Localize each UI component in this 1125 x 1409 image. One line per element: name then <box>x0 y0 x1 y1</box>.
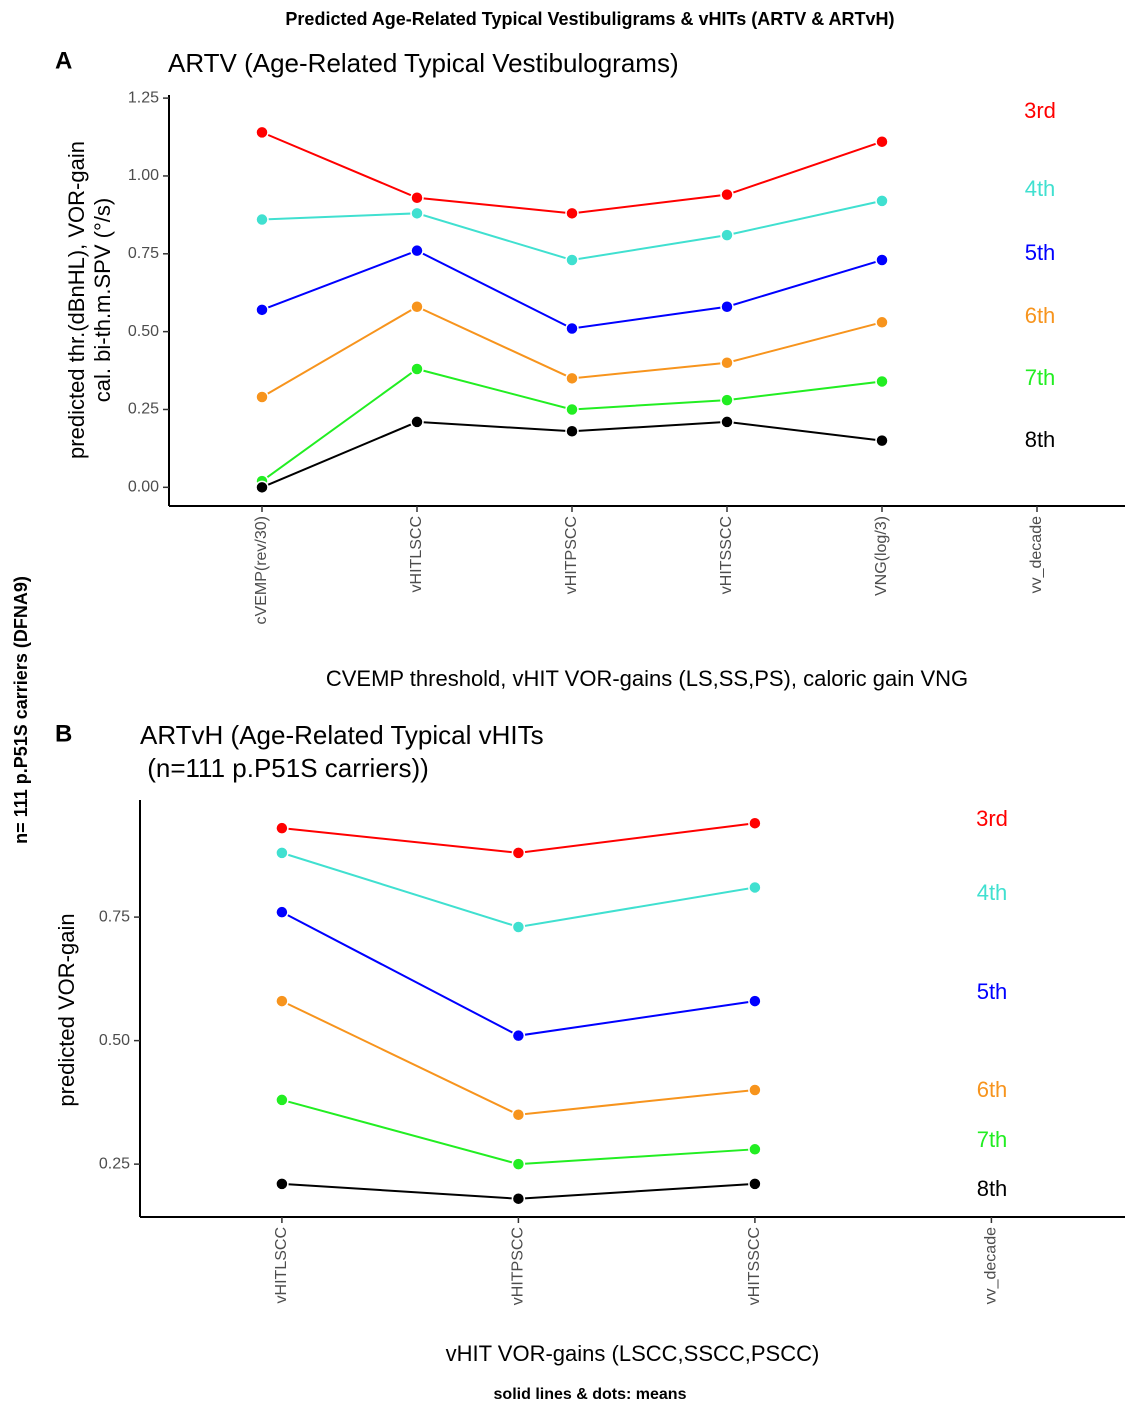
data-point <box>255 125 269 140</box>
y-tick-label: 1.25 <box>128 89 159 106</box>
data-point <box>720 356 734 370</box>
x-tick-label: vHITLSCC <box>273 1227 290 1303</box>
data-point <box>748 1083 762 1097</box>
y-tick-label: 0.50 <box>128 323 159 340</box>
figure-title: Predicted Age-Related Typical Vestibulig… <box>285 9 894 29</box>
panel-title: ARTV (Age-Related Typical Vestibulograms… <box>168 48 679 78</box>
data-point <box>255 212 269 227</box>
x-tick-label: vHITPSCC <box>510 1227 527 1305</box>
data-point <box>511 920 526 934</box>
data-point <box>720 393 734 407</box>
legend-label: 3rd <box>976 806 1008 831</box>
data-point <box>255 480 269 495</box>
data-point <box>275 1093 289 1107</box>
data-point <box>875 134 889 149</box>
data-point <box>410 206 424 221</box>
data-point <box>255 303 269 317</box>
data-point <box>511 1107 526 1122</box>
x-tick-label: vHITSSCC <box>718 516 735 594</box>
series-line <box>261 131 883 215</box>
panel-letter: B <box>55 720 72 747</box>
data-point <box>875 194 889 208</box>
data-point <box>410 415 424 429</box>
x-axis-title: vHIT VOR-gains (LSCC,SSCC,PSCC) <box>446 1341 820 1366</box>
data-point <box>565 321 579 336</box>
data-point <box>511 1157 526 1171</box>
data-point <box>275 846 289 860</box>
data-point <box>875 253 889 267</box>
y-tick-label: 0.75 <box>99 908 130 925</box>
legend-label: 8th <box>1025 427 1056 452</box>
data-point <box>875 433 889 448</box>
y-tick-label: 0.25 <box>128 401 159 418</box>
x-tick-label: vv_decade <box>983 1227 1000 1304</box>
data-point <box>875 315 889 330</box>
data-point <box>748 816 762 830</box>
data-point <box>565 206 579 221</box>
data-point <box>565 424 579 439</box>
legend-label: 4th <box>977 880 1008 905</box>
data-point <box>720 187 734 202</box>
y-tick-label: 0.75 <box>128 245 159 262</box>
data-point <box>511 1191 526 1206</box>
data-point <box>275 1177 289 1191</box>
x-tick-label: vHITSSCC <box>746 1227 763 1305</box>
data-point <box>565 371 579 386</box>
data-point <box>410 243 424 258</box>
data-point <box>410 299 424 314</box>
data-point <box>720 415 734 429</box>
panel-title: (n=111 p.P51S carriers)) <box>140 753 429 783</box>
legend-label: 6th <box>977 1077 1008 1102</box>
y-tick-label: 0.50 <box>99 1032 130 1049</box>
data-point <box>720 299 734 314</box>
data-point <box>410 362 424 376</box>
data-point <box>748 1177 762 1191</box>
data-point <box>875 374 889 389</box>
series-line <box>281 851 756 929</box>
x-axis-title: CVEMP threshold, vHIT VOR-gains (LS,SS,P… <box>326 666 968 691</box>
y-tick-label: 1.00 <box>128 167 159 184</box>
legend-label: 7th <box>1025 365 1056 390</box>
data-point <box>748 994 762 1008</box>
x-tick-label: vHITLSCC <box>408 516 425 592</box>
side-label: n= 111 p.P51S carriers (DFNA9) <box>11 576 31 844</box>
legend-label: 7th <box>977 1127 1008 1152</box>
data-point <box>565 402 579 417</box>
x-tick-label: vv_decade <box>1028 516 1045 593</box>
y-axis-title: predicted thr.(dBnHL), VOR-gain <box>64 141 89 459</box>
y-axis-title: predicted VOR-gain <box>54 913 79 1106</box>
legend-label: 5th <box>1025 240 1056 265</box>
data-point <box>511 846 526 860</box>
y-tick-label: 0.00 <box>128 479 159 496</box>
footer: solid lines & dots: means <box>494 1386 687 1403</box>
x-tick-label: vHITPSCC <box>563 516 580 594</box>
legend-label: 3rd <box>1024 98 1056 123</box>
legend-label: 4th <box>1025 176 1056 201</box>
panel-letter: A <box>55 47 72 74</box>
data-point <box>748 880 762 895</box>
y-tick-label: 0.25 <box>99 1155 130 1172</box>
y-axis-title: cal. bi-th.m.SPV (°/s) <box>90 198 115 402</box>
data-point <box>255 390 269 404</box>
legend-label: 6th <box>1025 303 1056 328</box>
data-point <box>275 994 289 1008</box>
legend-label: 5th <box>977 979 1008 1004</box>
panel-title: ARTvH (Age-Related Typical vHITs <box>140 720 544 750</box>
data-point <box>720 228 734 242</box>
data-point <box>275 905 289 919</box>
data-point <box>410 191 424 205</box>
data-point <box>511 1028 526 1043</box>
legend-label: 8th <box>977 1176 1008 1201</box>
series-line <box>281 1000 756 1116</box>
data-point <box>565 253 579 267</box>
x-tick-label: VNG(log/3) <box>873 516 890 596</box>
data-point <box>275 821 289 835</box>
x-tick-label: cVEMP(rev/30) <box>253 516 270 624</box>
data-point <box>748 1142 762 1157</box>
